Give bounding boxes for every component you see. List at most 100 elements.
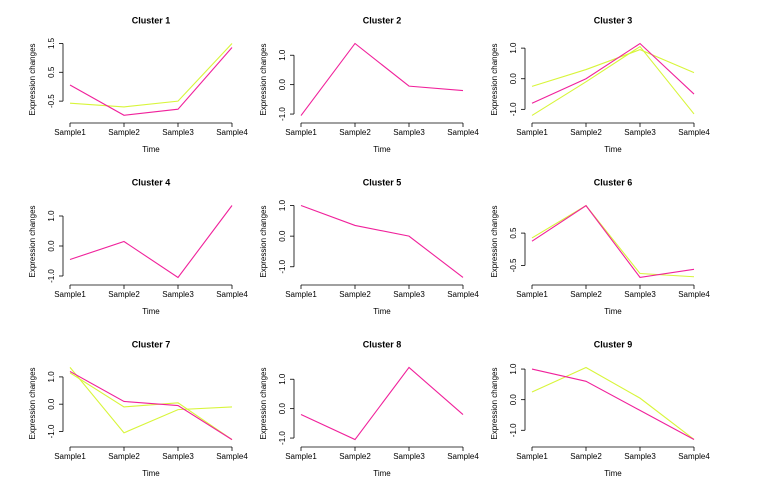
series-line xyxy=(531,368,695,440)
x-axis-label: Time xyxy=(604,307,622,316)
y-tick-label: 0.0 xyxy=(47,240,56,252)
x-tick-label: Sample3 xyxy=(624,452,656,461)
y-tick-label: -1.0 xyxy=(278,259,287,273)
x-tick-label: Sample2 xyxy=(108,290,140,299)
series-line xyxy=(69,43,233,108)
x-tick-label: Sample1 xyxy=(54,128,86,137)
series-line xyxy=(69,367,233,434)
x-tick-label: Sample3 xyxy=(162,452,194,461)
x-tick-label: Sample2 xyxy=(570,290,602,299)
x-tick-label: Sample2 xyxy=(339,290,371,299)
x-tick-label: Sample4 xyxy=(678,128,710,137)
series-line xyxy=(300,205,464,278)
x-tick-label: Sample4 xyxy=(447,128,479,137)
x-tick-label: Sample1 xyxy=(285,452,317,461)
x-tick-label: Sample1 xyxy=(516,128,548,137)
x-axis-label: Time xyxy=(604,145,622,154)
x-axis-label: Time xyxy=(604,469,622,478)
series-line xyxy=(531,204,695,278)
y-tick-label: 1.0 xyxy=(509,42,518,54)
y-tick-label: 0.0 xyxy=(278,79,287,91)
y-tick-label: 0.5 xyxy=(509,227,518,239)
x-tick-label: Sample4 xyxy=(216,452,248,461)
y-tick-label: 1.0 xyxy=(47,371,56,383)
x-tick-label: Sample1 xyxy=(54,290,86,299)
panel-title: Cluster 4 xyxy=(132,177,171,187)
x-axis-label: Time xyxy=(373,145,391,154)
x-tick-label: Sample2 xyxy=(339,128,371,137)
y-tick-label: 0.0 xyxy=(509,73,518,85)
x-tick-label: Sample2 xyxy=(108,452,140,461)
series-line xyxy=(69,370,233,441)
y-axis-label: Expression changes xyxy=(28,367,37,439)
y-axis-label: Expression changes xyxy=(490,205,499,277)
panel-title: Cluster 7 xyxy=(132,339,171,349)
series-line xyxy=(300,42,464,116)
x-tick-label: Sample1 xyxy=(285,290,317,299)
panel-title: Cluster 1 xyxy=(132,15,171,25)
panel-title: Cluster 3 xyxy=(594,15,633,25)
series-line xyxy=(531,366,695,440)
y-tick-label: 1.0 xyxy=(278,49,287,61)
x-tick-label: Sample4 xyxy=(447,290,479,299)
x-tick-label: Sample3 xyxy=(624,128,656,137)
x-axis-label: Time xyxy=(142,307,160,316)
x-tick-label: Sample1 xyxy=(516,452,548,461)
x-tick-label: Sample3 xyxy=(393,290,425,299)
x-axis-label: Time xyxy=(142,145,160,154)
y-tick-label: 1.0 xyxy=(278,199,287,211)
y-tick-label: 0.0 xyxy=(47,398,56,410)
x-tick-label: Sample4 xyxy=(447,452,479,461)
x-tick-label: Sample3 xyxy=(162,128,194,137)
x-axis-label: Time xyxy=(373,307,391,316)
y-tick-label: -1.0 xyxy=(278,431,287,445)
y-tick-label: -0.5 xyxy=(509,258,518,272)
x-tick-label: Sample3 xyxy=(393,452,425,461)
y-tick-label: -0.5 xyxy=(47,94,56,108)
y-axis-label: Expression changes xyxy=(259,43,268,115)
x-tick-label: Sample4 xyxy=(678,290,710,299)
y-axis-label: Expression changes xyxy=(259,205,268,277)
x-tick-label: Sample4 xyxy=(678,452,710,461)
y-tick-label: 0.5 xyxy=(47,66,56,78)
series-line xyxy=(300,366,464,441)
x-tick-label: Sample1 xyxy=(285,128,317,137)
y-tick-label: 1.0 xyxy=(509,363,518,375)
y-tick-label: 0.0 xyxy=(509,394,518,406)
x-tick-label: Sample2 xyxy=(570,452,602,461)
panel-title: Cluster 2 xyxy=(363,15,402,25)
series-line xyxy=(69,372,233,441)
series-line xyxy=(69,205,233,279)
y-tick-label: 0.0 xyxy=(278,403,287,415)
x-axis-label: Time xyxy=(373,469,391,478)
y-axis-label: Expression changes xyxy=(28,43,37,115)
x-tick-label: Sample2 xyxy=(570,128,602,137)
y-tick-label: 1.0 xyxy=(47,210,56,222)
x-tick-label: Sample1 xyxy=(54,452,86,461)
y-axis-label: Expression changes xyxy=(490,43,499,115)
series-line xyxy=(531,204,695,278)
y-tick-label: -1.0 xyxy=(278,107,287,121)
series-line xyxy=(531,45,695,116)
x-tick-label: Sample1 xyxy=(516,290,548,299)
y-tick-label: -1.0 xyxy=(509,102,518,116)
x-tick-label: Sample3 xyxy=(162,290,194,299)
panel-title: Cluster 9 xyxy=(594,339,633,349)
series-line xyxy=(69,47,233,116)
panel-title: Cluster 6 xyxy=(594,177,633,187)
y-axis-label: Expression changes xyxy=(259,367,268,439)
y-tick-label: 1.0 xyxy=(278,373,287,385)
series-line xyxy=(531,49,695,87)
y-axis-label: Expression changes xyxy=(490,367,499,439)
y-tick-label: 1.5 xyxy=(47,37,56,49)
series-line xyxy=(531,42,695,104)
x-tick-label: Sample2 xyxy=(108,128,140,137)
y-tick-label: 0.0 xyxy=(278,230,287,242)
panel-title: Cluster 5 xyxy=(363,177,402,187)
x-tick-label: Sample2 xyxy=(339,452,371,461)
y-axis-label: Expression changes xyxy=(28,205,37,277)
y-tick-label: -1.0 xyxy=(509,423,518,437)
x-tick-label: Sample3 xyxy=(393,128,425,137)
